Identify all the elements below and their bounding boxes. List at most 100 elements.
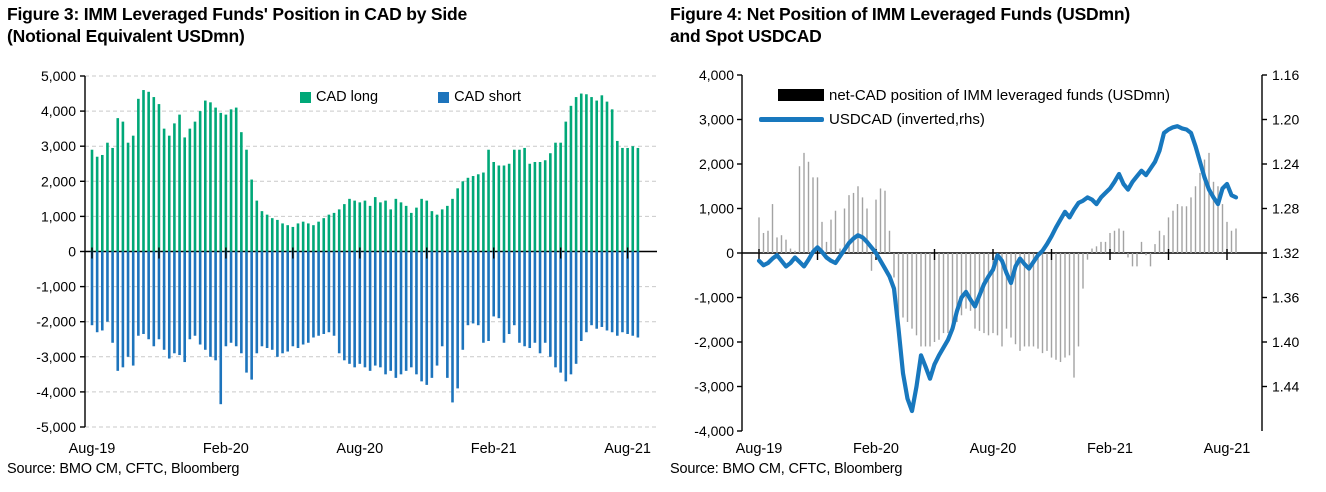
cad-short-bar <box>229 251 233 343</box>
cad-short-bar <box>585 251 588 333</box>
cad-long-bar <box>240 132 243 252</box>
usdcad-line <box>756 124 1239 414</box>
cad-short-bar <box>312 251 315 338</box>
left-y-tick-label: 3,000 <box>699 112 734 128</box>
cad-long-bar <box>106 142 109 252</box>
cad-long-bar <box>435 214 439 252</box>
y-axis-tick-label: -2,000 <box>36 314 76 330</box>
cad-long-bars <box>90 90 640 252</box>
figure3-panel: Figure 3: IMM Leveraged Funds' Position … <box>7 4 657 477</box>
cad-long-bar <box>214 107 217 252</box>
cad-long-bar <box>415 207 418 252</box>
cad-short-bar <box>399 251 403 375</box>
x-axis-tick-label: Aug-19 <box>736 441 783 457</box>
cad-short-bar <box>523 251 526 347</box>
figure4-title-line1: Figure 4: Net Position of IMM Leveraged … <box>670 4 1130 24</box>
cad-short-bar <box>482 251 485 343</box>
x-axis-tick-label: Aug-19 <box>69 441 116 457</box>
cad-short-bar <box>193 251 197 336</box>
cad-short-bar <box>317 251 320 336</box>
cad-short-bar <box>173 251 176 354</box>
cad-long-bar <box>358 202 362 252</box>
cad-long-bar <box>142 90 145 252</box>
cad-long-bar <box>410 212 413 252</box>
cad-long-bar <box>456 188 459 252</box>
cad-short-bar <box>162 251 166 350</box>
cad-short-bar <box>348 251 351 364</box>
cad-short-bar <box>466 251 470 326</box>
cad-long-bar <box>260 211 264 252</box>
net-position-bars <box>758 152 1237 378</box>
net-position-legend-label: net-CAD position of IMM leveraged funds … <box>829 86 1170 104</box>
cad-short-bar <box>600 251 604 327</box>
cad-long-bar <box>461 181 465 252</box>
cad-long-bar <box>250 179 253 252</box>
cad-short-bar <box>569 251 573 375</box>
x-axis-tick-label: Aug-20 <box>336 441 383 457</box>
cad-long-bar <box>204 100 207 252</box>
cad-short-bar <box>245 251 248 373</box>
cad-short-bar <box>446 251 449 378</box>
cad-short-bar <box>121 251 125 368</box>
cad-long-bar <box>549 153 552 252</box>
cad-long-bar <box>497 165 501 252</box>
cad-long-bar <box>430 211 434 252</box>
cad-short-bar <box>255 251 259 354</box>
cad-long-bar <box>399 202 403 252</box>
cad-short-bar <box>260 251 264 347</box>
cad-long-bar <box>626 147 629 252</box>
cad-long-bar <box>564 121 568 252</box>
cad-long-bar <box>502 165 506 252</box>
cad-short-bar <box>126 251 130 357</box>
cad-short-bar <box>538 251 542 354</box>
cad-short-bar <box>90 251 94 326</box>
cad-long-bar <box>286 225 289 252</box>
cad-short-bar <box>420 251 423 382</box>
cad-short-bar <box>286 251 289 352</box>
cad-short-bar <box>291 251 295 347</box>
cad-long-bar <box>131 135 135 252</box>
figure4-plot: 4,000 3,000 2,000 1,000 0 -1,000 -2,000 -3,000 -… <box>694 67 1299 457</box>
cad-long-bar <box>384 200 387 252</box>
cad-long-bar <box>579 93 583 252</box>
cad-short-bar <box>636 251 640 338</box>
cad-long-bar <box>327 214 331 252</box>
cad-short-bar <box>337 251 341 354</box>
cad-long-bar <box>420 198 423 252</box>
cad-short-bar <box>353 251 356 368</box>
cad-short-bar <box>476 251 480 326</box>
y-axis-tick-label: -4,000 <box>36 384 76 400</box>
left-y-tick-label: 0 <box>726 245 734 261</box>
cad-long-bar <box>523 147 526 252</box>
cad-long-bar <box>518 149 521 252</box>
figure3-plot: 5,000 4,000 3,000 2,000 1,000 0 -1,000 -2,000 -3… <box>36 68 657 457</box>
cad-long-bar <box>595 100 598 252</box>
cad-long-bar <box>95 156 99 252</box>
cad-long-bar <box>219 112 223 252</box>
cad-long-legend-label: CAD long <box>316 89 379 105</box>
left-y-tick-label: 1,000 <box>699 201 734 217</box>
cad-short-bar <box>430 251 434 378</box>
usdcad-legend-row: USDCAD (inverted,rhs) <box>759 107 1170 131</box>
cad-long-bar <box>554 142 557 252</box>
right-y-tick-label: 1.28 <box>1272 201 1299 217</box>
cad-long-bar <box>348 198 351 252</box>
x-axis-tick-label: Aug-21 <box>604 441 651 457</box>
cad-long-bar <box>363 200 367 252</box>
cad-short-bar <box>574 251 578 364</box>
cad-short-bar <box>198 251 202 345</box>
cad-long-bar <box>394 198 398 252</box>
cad-long-bar <box>167 135 171 252</box>
cad-short-bar <box>157 251 161 340</box>
cad-long-bar <box>121 121 125 252</box>
figure3-title-line1: Figure 3: IMM Leveraged Funds' Position … <box>7 4 468 24</box>
cad-short-bar <box>363 251 367 368</box>
usdcad-line-swatch-icon <box>759 116 824 122</box>
cad-short-bar <box>219 251 223 405</box>
cad-short-bar <box>394 251 398 378</box>
figure3-title-line2: (Notional Equivalent USDmn) <box>7 26 245 46</box>
cad-short-bar <box>616 251 619 336</box>
cad-long-bar <box>224 114 228 252</box>
cad-long-bar <box>507 163 511 252</box>
cad-long-bar <box>281 223 284 252</box>
